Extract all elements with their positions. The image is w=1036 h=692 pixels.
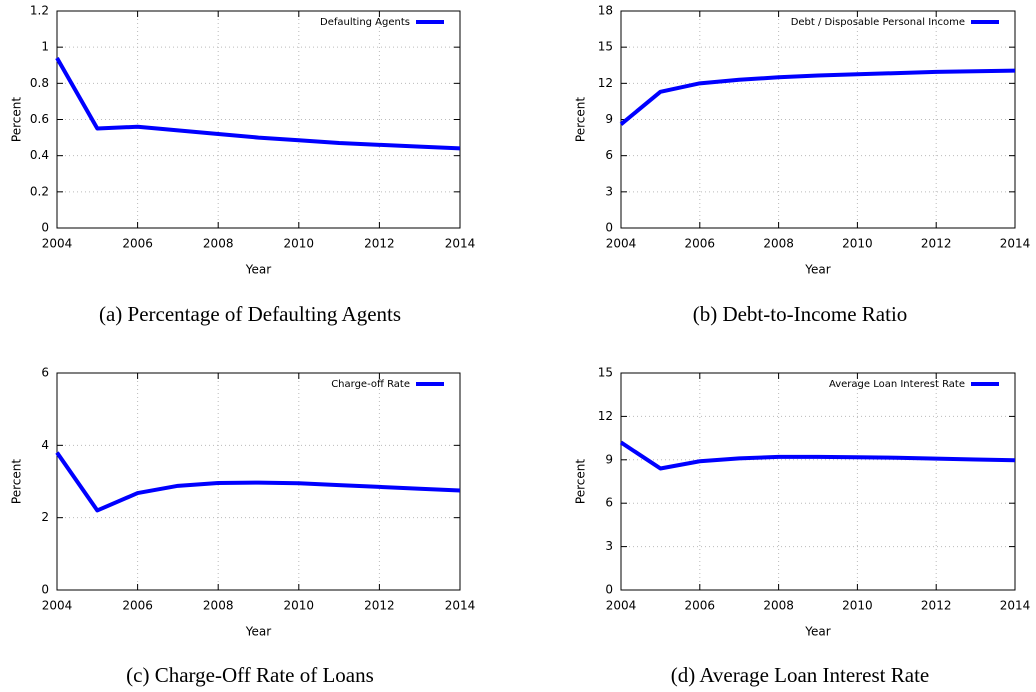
y-tick-label: 9 [605, 112, 613, 126]
series-line [55, 57, 461, 151]
y-tick-label: 0 [41, 583, 49, 597]
x-tick-label: 2004 [42, 237, 73, 251]
panel: 0 3 6 9 12 15 2004 2006 2008 2010 2012 2014 Year Perc… [574, 366, 1031, 687]
y-tick-label: 6 [605, 496, 613, 510]
y-tick-label: 3 [605, 539, 613, 553]
panel: 0 2 4 6 2004 2006 2008 2010 2012 2014 Year Percent C… [10, 366, 476, 687]
y-tick-label: 3 [605, 184, 613, 198]
x-tick-label: 2006 [685, 237, 716, 251]
y-tick-label: 15 [598, 366, 613, 380]
plot-frame [620, 10, 1016, 229]
legend-label: Defaulting Agents [320, 17, 410, 28]
x-axis-label: Year [245, 263, 271, 277]
y-tick-label: 0.6 [30, 112, 49, 126]
series-line [55, 451, 461, 513]
x-tick-label: 2004 [606, 599, 637, 613]
x-tick-label: 2010 [284, 237, 315, 251]
y-tick-label: 6 [605, 148, 613, 162]
caption: (b) Debt-to-Income Ratio [693, 302, 908, 326]
x-tick-label: 2012 [921, 599, 952, 613]
caption: (d) Average Loan Interest Rate [671, 663, 930, 687]
x-tick-label: 2004 [606, 237, 637, 251]
y-axis-label: Percent [10, 459, 24, 504]
y-axis-label: Percent [10, 97, 24, 142]
x-tick-label: 2006 [122, 599, 153, 613]
x-tick-label: 2004 [42, 599, 73, 613]
legend-label: Charge-off Rate [331, 379, 410, 390]
x-tick-label: 2014 [1000, 599, 1031, 613]
x-tick-label: 2006 [122, 237, 153, 251]
legend-label: Average Loan Interest Rate [829, 379, 965, 390]
x-tick-label: 2010 [842, 237, 873, 251]
x-tick-label: 2012 [921, 237, 952, 251]
y-tick-label: 12 [598, 76, 613, 90]
x-tick-label: 2010 [842, 599, 873, 613]
panel: 0 3 6 9 12 15 18 2004 2006 2008 2010 2012 2014 Year Pe… [574, 4, 1031, 326]
x-axis-label: Year [804, 625, 830, 639]
y-tick-label: 12 [598, 409, 613, 423]
x-tick-label: 2014 [445, 237, 476, 251]
y-tick-label: 0.2 [30, 184, 49, 198]
x-tick-label: 2008 [203, 599, 234, 613]
x-tick-label: 2006 [685, 599, 716, 613]
y-tick-label: 0.4 [30, 148, 49, 162]
x-axis-label: Year [804, 263, 830, 277]
plot-frame [56, 10, 461, 229]
y-tick-label: 0 [41, 221, 49, 235]
x-tick-label: 2008 [763, 599, 794, 613]
x-tick-label: 2012 [364, 237, 395, 251]
caption: (a) Percentage of Defaulting Agents [99, 302, 401, 326]
x-tick-label: 2014 [445, 599, 476, 613]
y-axis-label: Percent [574, 97, 588, 142]
y-tick-label: 9 [605, 452, 613, 466]
y-tick-label: 0 [605, 583, 613, 597]
y-tick-label: 0 [605, 221, 613, 235]
caption: (c) Charge-Off Rate of Loans [126, 663, 374, 687]
plot-frame [56, 372, 461, 591]
legend-label: Debt / Disposable Personal Income [791, 17, 965, 28]
x-tick-label: 2008 [203, 237, 234, 251]
y-tick-label: 1.2 [30, 4, 49, 18]
y-tick-label: 0.8 [30, 76, 49, 90]
series-line [619, 440, 1016, 471]
y-tick-label: 15 [598, 40, 613, 54]
y-tick-label: 4 [41, 438, 49, 452]
y-tick-label: 1 [41, 40, 49, 54]
y-tick-label: 6 [41, 366, 49, 380]
plot-frame [620, 372, 1016, 591]
x-tick-label: 2010 [284, 599, 315, 613]
series-line [619, 68, 1016, 126]
y-tick-label: 18 [598, 4, 613, 18]
x-tick-label: 2008 [763, 237, 794, 251]
x-tick-label: 2014 [1000, 237, 1031, 251]
x-axis-label: Year [245, 625, 271, 639]
x-tick-label: 2012 [364, 599, 395, 613]
y-axis-label: Percent [574, 459, 588, 504]
y-tick-label: 2 [41, 510, 49, 524]
panel: 0 0.2 0.4 0.6 0.8 1 1.2 2004 2006 2008 2010 2012 201… [10, 4, 476, 326]
